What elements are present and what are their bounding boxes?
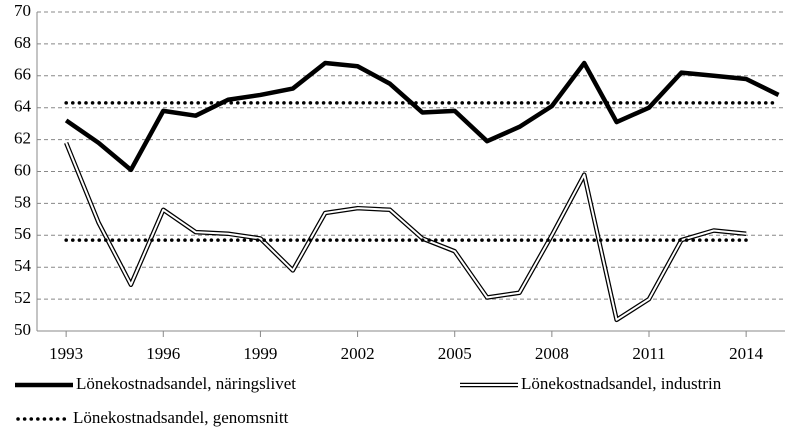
legend-label: Lönekostnadsandel, industrin bbox=[521, 374, 722, 393]
y-tick-label: 60 bbox=[14, 160, 31, 179]
y-tick-label: 62 bbox=[14, 129, 31, 148]
x-tick-label: 2014 bbox=[729, 344, 764, 363]
y-tick-label: 68 bbox=[14, 33, 31, 52]
y-tick-label: 66 bbox=[14, 65, 31, 84]
x-tick-label: 2005 bbox=[438, 344, 472, 363]
y-tick-label: 64 bbox=[14, 97, 32, 116]
y-tick-label: 56 bbox=[14, 224, 31, 243]
y-tick-label: 54 bbox=[14, 256, 32, 275]
series-line bbox=[65, 142, 747, 321]
legend-label: Lönekostnadsandel, näringslivet bbox=[76, 374, 296, 393]
x-tick-label: 2011 bbox=[632, 344, 665, 363]
x-tick-label: 1999 bbox=[243, 344, 277, 363]
x-tick-label: 1993 bbox=[49, 344, 83, 363]
x-tick-label: 2002 bbox=[341, 344, 375, 363]
series-line bbox=[64, 60, 780, 173]
y-tick-label: 50 bbox=[14, 320, 31, 339]
x-tick-label: 2008 bbox=[535, 344, 569, 363]
legend-label: Lönekostnadsandel, genomsnitt bbox=[73, 408, 289, 427]
x-tick-label: 1996 bbox=[146, 344, 180, 363]
y-tick-label: 52 bbox=[14, 288, 31, 307]
y-tick-label: 58 bbox=[14, 192, 31, 211]
series-line-outline bbox=[64, 141, 747, 323]
y-tick-label: 70 bbox=[14, 1, 31, 20]
